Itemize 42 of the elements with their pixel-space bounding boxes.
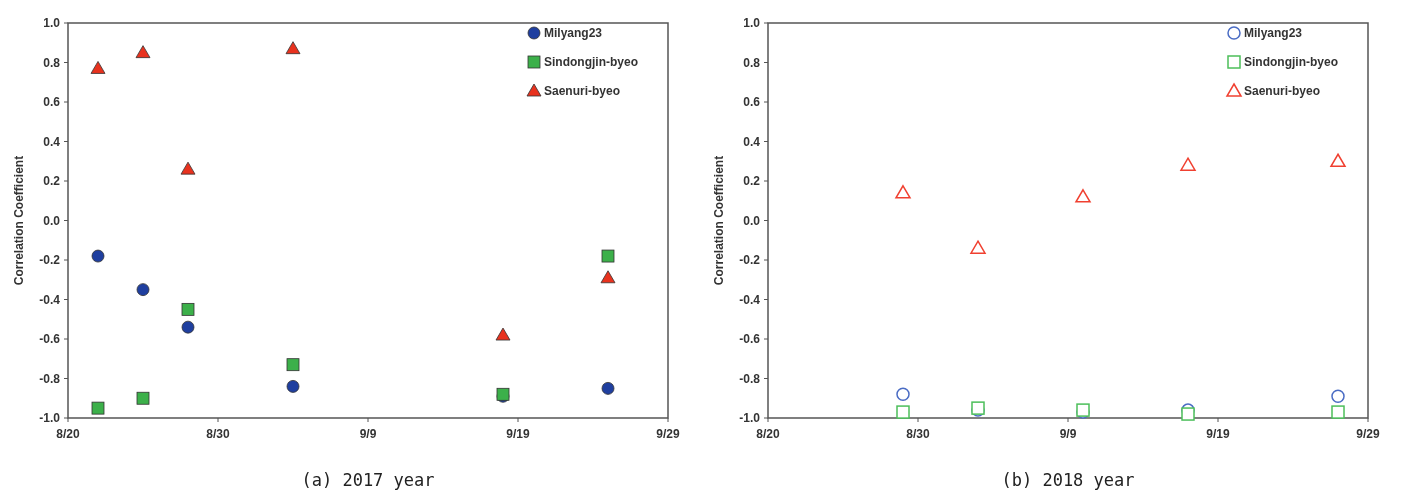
legend-label: Milyang23 — [1244, 26, 1303, 41]
y-tick-label: -1.0 — [39, 411, 61, 426]
x-tick-label: 9/29 — [1356, 427, 1380, 441]
y-tick-label: 0.8 — [743, 55, 761, 70]
x-tick-label: 8/20 — [56, 427, 80, 441]
y-tick-label: 0.4 — [43, 134, 61, 149]
y-tick-label: 1.0 — [43, 16, 61, 31]
y-tick-label: 0.0 — [43, 213, 61, 228]
legend-label: Milyang23 — [544, 26, 603, 41]
y-tick-label: -0.2 — [739, 253, 761, 268]
y-tick-label: -0.6 — [739, 332, 761, 347]
y-tick-label: 0.2 — [743, 174, 761, 189]
y-tick-label: 0.8 — [43, 55, 61, 70]
y-tick-label: 0.2 — [43, 174, 61, 189]
x-tick-label: 9/19 — [1206, 427, 1230, 441]
x-tick-label: 8/30 — [906, 427, 930, 441]
x-tick-label: 8/30 — [206, 427, 230, 441]
y-tick-label: 0.6 — [743, 95, 761, 110]
legend-label: Saenuri-byeo — [544, 84, 621, 99]
x-tick-label: 9/19 — [506, 427, 530, 441]
legend-label: Sindongjin-byeo — [544, 55, 638, 70]
x-tick-label: 9/29 — [656, 427, 680, 441]
y-tick-label: 0.4 — [743, 134, 761, 149]
y-tick-label: 0.0 — [743, 213, 761, 228]
x-tick-label: 8/20 — [756, 427, 780, 441]
y-tick-label: -0.8 — [39, 371, 61, 386]
y-tick-label: -0.2 — [39, 253, 61, 268]
y-tick-label: -0.4 — [39, 292, 61, 307]
y-tick-label: 0.6 — [43, 95, 61, 110]
y-tick-label: -0.6 — [39, 332, 61, 347]
x-tick-label: 9/9 — [359, 427, 377, 441]
x-tick-label: 9/9 — [1059, 427, 1077, 441]
legend-label: Saenuri-byeo — [1244, 84, 1321, 99]
y-tick-label: 1.0 — [743, 16, 761, 31]
y-tick-label: -0.4 — [739, 292, 761, 307]
y-axis-title: Correlation Coefficient — [12, 155, 26, 286]
text: (b) 2018 year — [1001, 470, 1135, 490]
y-tick-label: -1.0 — [739, 411, 761, 426]
legend-label: Sindongjin-byeo — [1244, 55, 1338, 70]
y-axis-title: Correlation Coefficient — [712, 155, 726, 286]
y-tick-label: -0.8 — [739, 371, 761, 386]
text: (a) 2017 year — [301, 470, 435, 490]
